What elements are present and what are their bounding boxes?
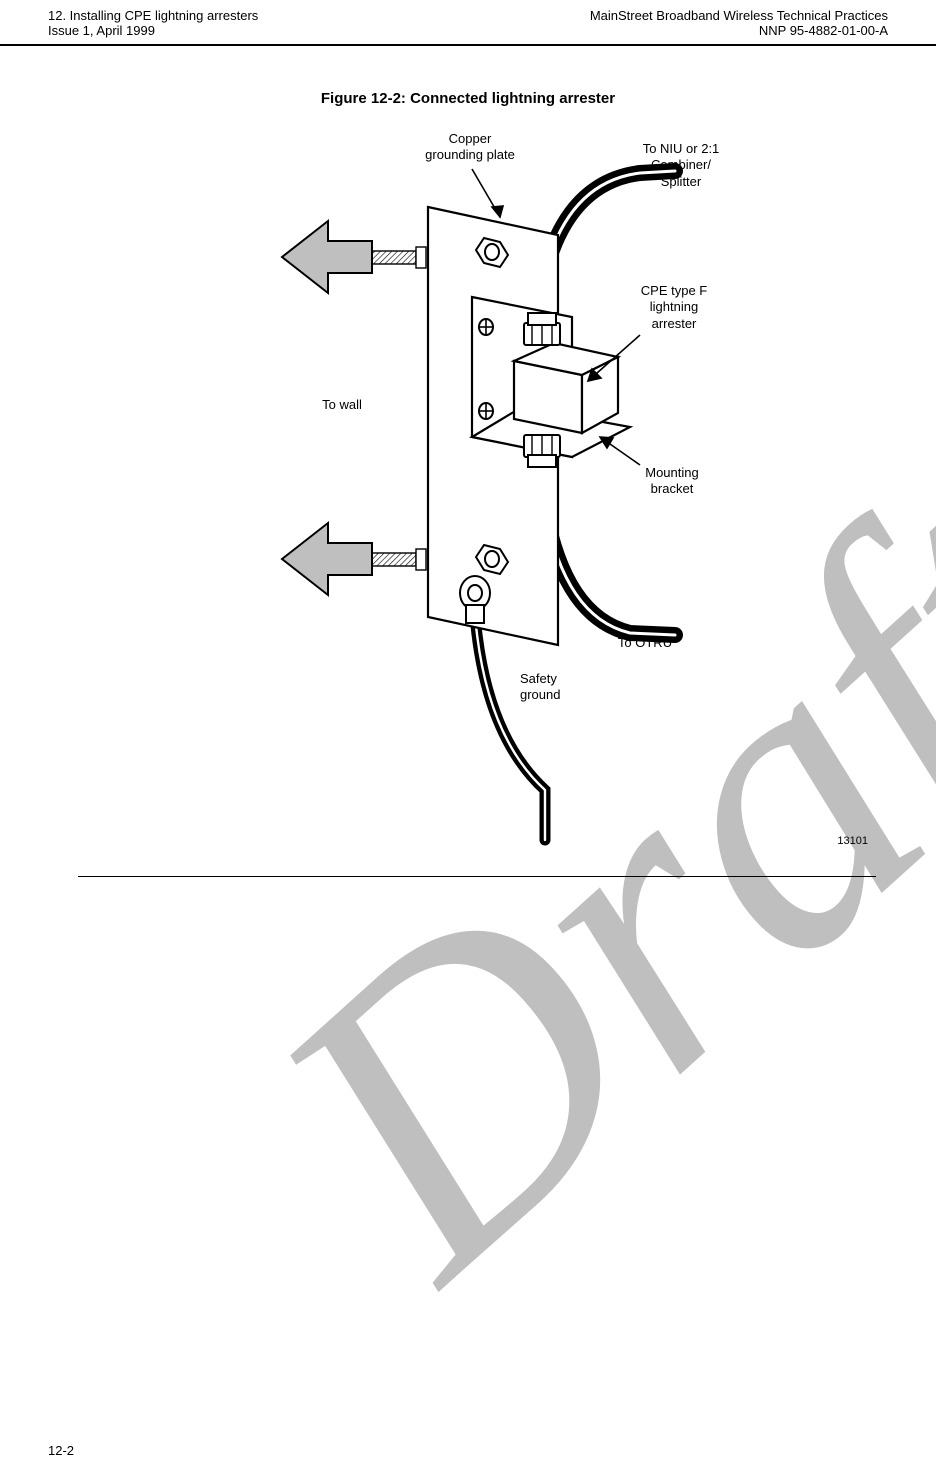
diagram-container: Copper grounding plate To NIU or 2:1 Com… <box>270 135 890 860</box>
label-to-wall: To wall <box>302 397 382 413</box>
label-safety: Safety ground <box>520 671 600 704</box>
label-cpe-f-l2: lightning <box>650 299 698 314</box>
label-cpe-f-l3: arrester <box>652 316 697 331</box>
label-mounting-l2: bracket <box>651 481 694 496</box>
label-to-niu-l1: To NIU or 2:1 <box>643 141 720 156</box>
label-to-niu-l3: Splitter <box>661 174 701 189</box>
arrow-to-wall-top <box>282 221 372 293</box>
cable-safety-ground-highlight <box>475 615 545 840</box>
label-cpe-f: CPE type F lightning arrester <box>614 283 734 332</box>
label-safety-l1: Safety <box>520 671 557 686</box>
cable-to-otru <box>540 475 675 635</box>
label-mounting-l1: Mounting <box>645 465 698 480</box>
header-right: MainStreet Broadband Wireless Technical … <box>590 8 888 38</box>
label-copper-plate-l2: grounding plate <box>425 147 515 162</box>
label-cpe-f-l1: CPE type F <box>641 283 707 298</box>
label-to-otru: To OTRU <box>600 635 690 651</box>
figure-id: 13101 <box>837 835 868 847</box>
label-copper-plate-l1: Copper <box>449 131 492 146</box>
connector-bottom <box>524 435 560 467</box>
label-to-niu: To NIU or 2:1 Combiner/ Splitter <box>616 141 746 190</box>
page-header: 12. Installing CPE lightning arresters I… <box>0 0 936 46</box>
figure-bottom-rule <box>78 876 876 877</box>
page-number: 12-2 <box>48 1443 74 1458</box>
label-to-niu-l2: Combiner/ <box>651 157 711 172</box>
diagram-svg <box>270 135 890 855</box>
header-left: 12. Installing CPE lightning arresters I… <box>48 8 258 38</box>
header-right-line1: MainStreet Broadband Wireless Technical … <box>590 8 888 23</box>
label-safety-l2: ground <box>520 687 560 702</box>
header-left-line2: Issue 1, April 1999 <box>48 23 258 38</box>
cable-safety-ground <box>475 615 545 840</box>
arrester-body <box>514 343 618 433</box>
header-right-line2: NNP 95-4882-01-00-A <box>590 23 888 38</box>
bolt-bottom <box>370 549 426 570</box>
bolt-top <box>370 247 426 268</box>
arrow-to-wall-bottom <box>282 523 372 595</box>
figure-caption: Figure 12-2: Connected lightning arreste… <box>0 90 936 107</box>
header-left-line1: 12. Installing CPE lightning arresters <box>48 8 258 23</box>
label-copper-plate: Copper grounding plate <box>400 131 540 164</box>
label-mounting: Mounting bracket <box>622 465 722 498</box>
connector-top <box>524 313 560 345</box>
